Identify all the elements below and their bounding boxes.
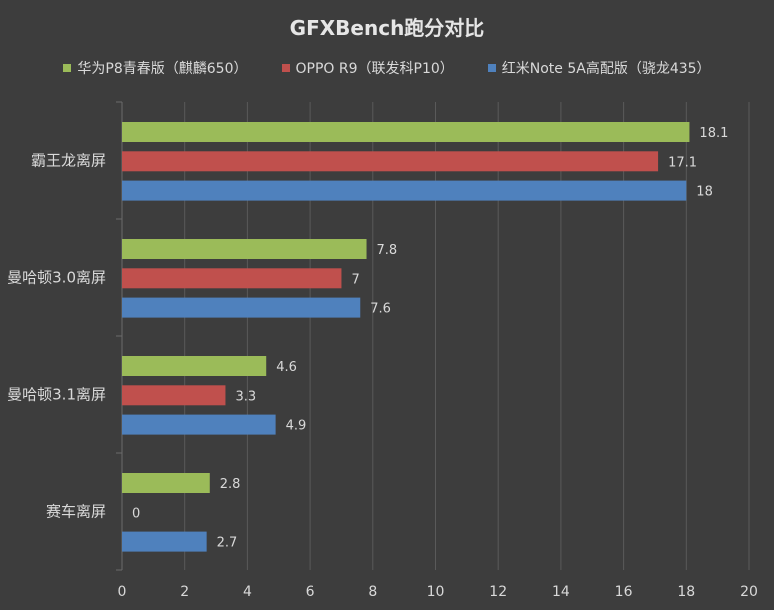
x-tick-label-10: 10 [427,584,445,600]
legend-swatch-series-2 [281,64,290,72]
data-label-3-3: 4.9 [286,419,307,434]
data-label-2-1: 17.1 [668,155,697,170]
bar-2-1 [122,151,659,172]
legend-item-series-3: 红米Note 5A高配版（骁龙435） [487,58,711,78]
category-label: 曼哈顿3.1离屏 [7,386,106,404]
bar-3-3 [122,414,276,435]
legend-label-series-1: 华为P8青春版（麒麟650） [77,61,248,77]
x-tick-label-0: 0 [118,584,127,600]
legend-item-series-2: OPPO R9（联发科P10） [281,58,454,78]
legend-swatch-series-1 [63,64,72,72]
x-tick-label-14: 14 [552,584,570,600]
x-tick-label-8: 8 [368,584,377,600]
bar-2-2 [122,268,342,289]
legend-label-series-3: 红米Note 5A高配版（骁龙435） [501,61,711,77]
data-label-3-4: 2.7 [217,536,238,551]
x-tick-label-20: 20 [740,584,758,600]
data-label-2-3: 3.3 [235,389,256,404]
legend-item-series-1: 华为P8青春版（麒麟650） [63,58,248,78]
data-label-3-1: 18 [696,185,713,200]
data-label-2-4: 0 [132,506,140,521]
data-label-1-4: 2.8 [220,477,241,492]
data-label-1-2: 7.8 [377,243,398,258]
bar-1-4 [122,473,210,493]
x-tick-label-12: 12 [489,584,507,600]
x-tick-label-2: 2 [180,584,189,600]
bar-1-3 [122,356,267,376]
bar-2-3 [122,385,226,406]
chart-title: GFXBench跑分对比 [289,16,485,40]
data-label-1-1: 18.1 [699,126,728,141]
category-label: 曼哈顿3.0离屏 [7,269,106,287]
data-label-2-2: 7 [351,272,359,287]
x-tick-label-6: 6 [306,584,315,600]
bar-3-1 [122,180,687,201]
x-tick-label-16: 16 [615,584,633,600]
category-label: 赛车离屏 [46,503,106,521]
data-label-3-2: 7.6 [370,302,391,317]
bar-1-2 [122,239,367,259]
x-tick-label-18: 18 [677,584,695,600]
data-label-1-3: 4.6 [276,360,297,375]
legend-swatch-series-3 [487,64,496,72]
bar-1-1 [122,122,690,142]
category-label: 霸王龙离屏 [31,152,106,170]
legend-label-series-2: OPPO R9（联发科P10） [295,61,454,77]
bar-3-2 [122,297,361,318]
x-tick-label-4: 4 [243,584,252,600]
legend: 华为P8青春版（麒麟650） OPPO R9（联发科P10） 红米Note 5A… [0,58,774,78]
bar-3-4 [122,531,207,552]
